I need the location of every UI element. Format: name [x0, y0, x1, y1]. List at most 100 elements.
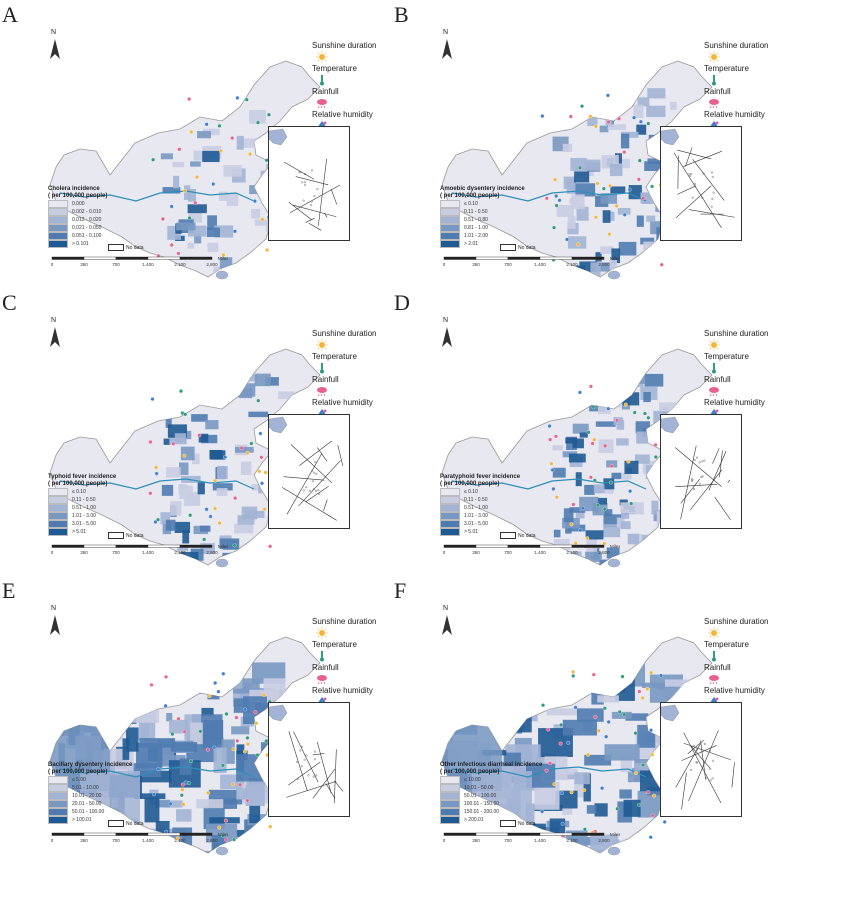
- region-shade: [57, 681, 83, 687]
- factor-label: Relative humidity: [704, 110, 765, 119]
- region-shade: [570, 108, 587, 119]
- panel-letter: C: [2, 290, 17, 315]
- map-panel-e: E N Sunshine duration Temperature Rainfull Re…: [0, 576, 400, 866]
- region-shade: [234, 446, 254, 453]
- region-shade: [221, 91, 231, 104]
- region-shade: [611, 248, 621, 264]
- factor-marker: [195, 175, 200, 180]
- legend-class-row: 0.012 - 0.020: [48, 216, 208, 224]
- factor-label: Sunshine duration: [704, 41, 769, 50]
- legend-class-label: 3.01 - 5.00: [72, 521, 96, 527]
- region-shade: [619, 789, 632, 799]
- factor-marker: [590, 441, 595, 446]
- legend-class-row: 10.01 - 20.00: [48, 792, 208, 800]
- factor-marker: [205, 747, 210, 752]
- no-data-swatch: [108, 820, 124, 827]
- factor-marker: [659, 673, 663, 678]
- legend-swatch: [440, 776, 460, 784]
- region-shade: [254, 373, 271, 387]
- legend-swatch: [48, 784, 68, 792]
- no-data-legend: No data: [500, 532, 536, 539]
- factor-marker: [181, 802, 186, 807]
- factor-marker: [217, 123, 222, 128]
- region-shade: [71, 709, 96, 721]
- region-shade: [226, 89, 238, 97]
- legend-class-label: ≤ 0.10: [464, 201, 478, 207]
- factor-marker: [245, 735, 250, 740]
- factor-marker: [221, 833, 226, 838]
- region-shade: [241, 461, 252, 475]
- region-shade: [611, 711, 632, 719]
- factor-marker: [614, 204, 619, 208]
- region-shade: [596, 373, 607, 382]
- factor-marker: [602, 541, 607, 546]
- factor-item: Temperature: [312, 640, 402, 663]
- factor-marker: [183, 412, 188, 417]
- region-shade: [555, 122, 567, 131]
- hainan-island: [215, 270, 229, 280]
- factor-marker: [258, 431, 263, 436]
- region-shade: [574, 171, 590, 183]
- region-shade: [205, 420, 219, 430]
- legend-swatch: [48, 528, 68, 536]
- factor-marker: [548, 437, 553, 442]
- panel-letter: E: [2, 578, 16, 603]
- legend-class-row: 150.01 - 200.00: [440, 808, 600, 816]
- factor-marker: [213, 681, 218, 685]
- region-shade: [596, 262, 616, 272]
- factor-marker: [154, 465, 159, 470]
- region-shade: [584, 484, 595, 495]
- hainan-island: [607, 846, 621, 856]
- legend-swatch: [440, 800, 460, 808]
- legend-swatch: [440, 816, 460, 824]
- scale-tick-label: 0: [443, 262, 446, 267]
- map-panel-d: D N Sunshine duration Temperature Rainfull Re…: [392, 288, 792, 578]
- region-shade: [612, 158, 630, 169]
- region-shade: [91, 702, 115, 713]
- factor-marker: [253, 710, 258, 715]
- factor-marker: [263, 470, 268, 475]
- factor-marker: [653, 455, 658, 459]
- region-shade: [486, 678, 514, 707]
- scale-tick-label: 700: [112, 838, 120, 843]
- region-shade: [559, 849, 583, 853]
- region-shade: [664, 679, 693, 687]
- region-shade: [165, 519, 176, 531]
- region-shade: [669, 249, 679, 260]
- factor-marker: [213, 506, 218, 511]
- factor-marker: [221, 253, 226, 257]
- no-data-label: No data: [518, 532, 536, 539]
- legend-class-row: 1.01 - 3.00: [48, 512, 208, 520]
- legend-swatch: [48, 520, 68, 528]
- region-shade: [248, 411, 269, 418]
- region-shade: [649, 268, 663, 277]
- legend-swatch: [440, 528, 460, 536]
- region-shade: [263, 678, 286, 700]
- legend-title: Typhoid fever incidence: [48, 474, 117, 480]
- region-shade: [170, 111, 190, 125]
- factor-marker: [164, 674, 168, 679]
- factor-marker: [544, 768, 549, 773]
- factor-label: Rainfull: [312, 375, 339, 384]
- factor-marker: [551, 486, 556, 491]
- factor-marker: [212, 745, 217, 750]
- region-shade: [239, 383, 256, 397]
- scale-tick-label: 2,100: [566, 838, 578, 843]
- factor-marker: [646, 790, 651, 795]
- region-shade: [190, 722, 203, 745]
- legend-class-label: 10.01 - 20.00: [72, 793, 102, 799]
- factor-marker: [637, 689, 642, 694]
- region-shade: [643, 539, 655, 546]
- factor-marker: [580, 104, 584, 109]
- factor-label: Rainfull: [312, 663, 339, 672]
- region-shade: [626, 374, 646, 384]
- factor-item: Sunshine duration: [704, 617, 794, 640]
- region-shade: [199, 525, 211, 532]
- map-panel-c: C N Sunshine duration Temperature Rainfull Re…: [0, 288, 400, 578]
- no-data-swatch: [108, 532, 124, 539]
- north-arrow-label: N: [51, 605, 57, 612]
- factor-marker: [586, 752, 590, 757]
- region-shade: [219, 538, 240, 550]
- factor-marker: [568, 114, 573, 119]
- factor-label: Sunshine duration: [704, 329, 769, 338]
